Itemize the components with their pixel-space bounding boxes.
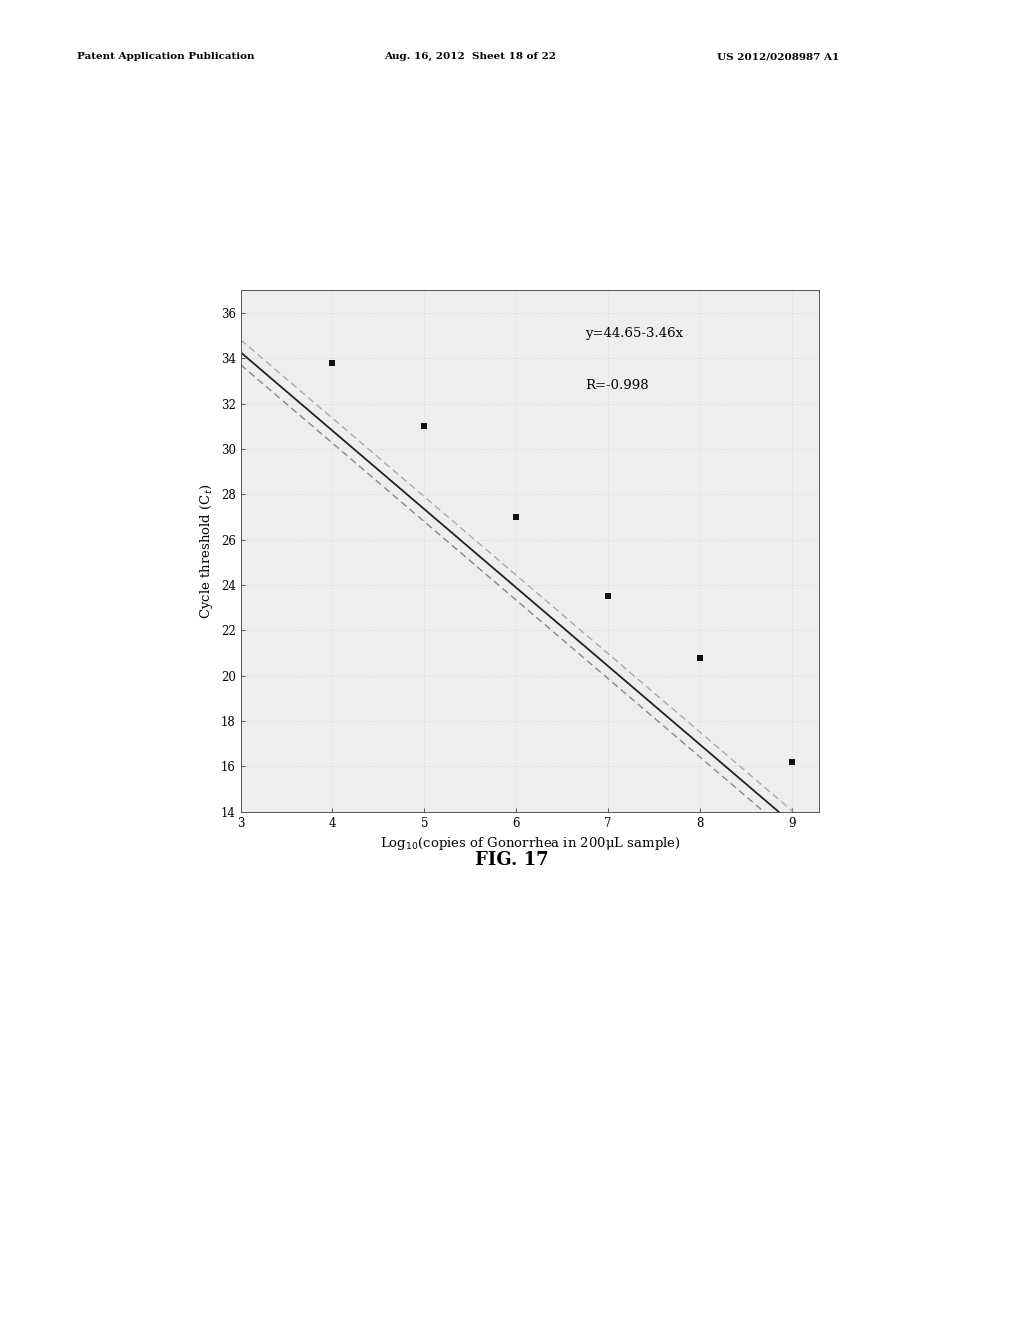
Text: Patent Application Publication: Patent Application Publication bbox=[77, 53, 254, 62]
Point bbox=[600, 586, 616, 607]
Text: y=44.65-3.46x: y=44.65-3.46x bbox=[585, 327, 683, 339]
Point bbox=[691, 647, 708, 668]
X-axis label: Log$_{10}$(copies of Gonorrhea in 200μL sample): Log$_{10}$(copies of Gonorrhea in 200μL … bbox=[380, 836, 680, 853]
Y-axis label: Cycle threshold (C$_t$): Cycle threshold (C$_t$) bbox=[199, 483, 215, 619]
Text: Aug. 16, 2012  Sheet 18 of 22: Aug. 16, 2012 Sheet 18 of 22 bbox=[384, 53, 556, 62]
Text: US 2012/0208987 A1: US 2012/0208987 A1 bbox=[717, 53, 839, 62]
Text: FIG. 17: FIG. 17 bbox=[475, 850, 549, 869]
Point bbox=[783, 751, 800, 772]
Point bbox=[416, 416, 432, 437]
Point bbox=[508, 507, 524, 528]
Point bbox=[325, 352, 341, 374]
Text: R=-0.998: R=-0.998 bbox=[585, 379, 648, 392]
